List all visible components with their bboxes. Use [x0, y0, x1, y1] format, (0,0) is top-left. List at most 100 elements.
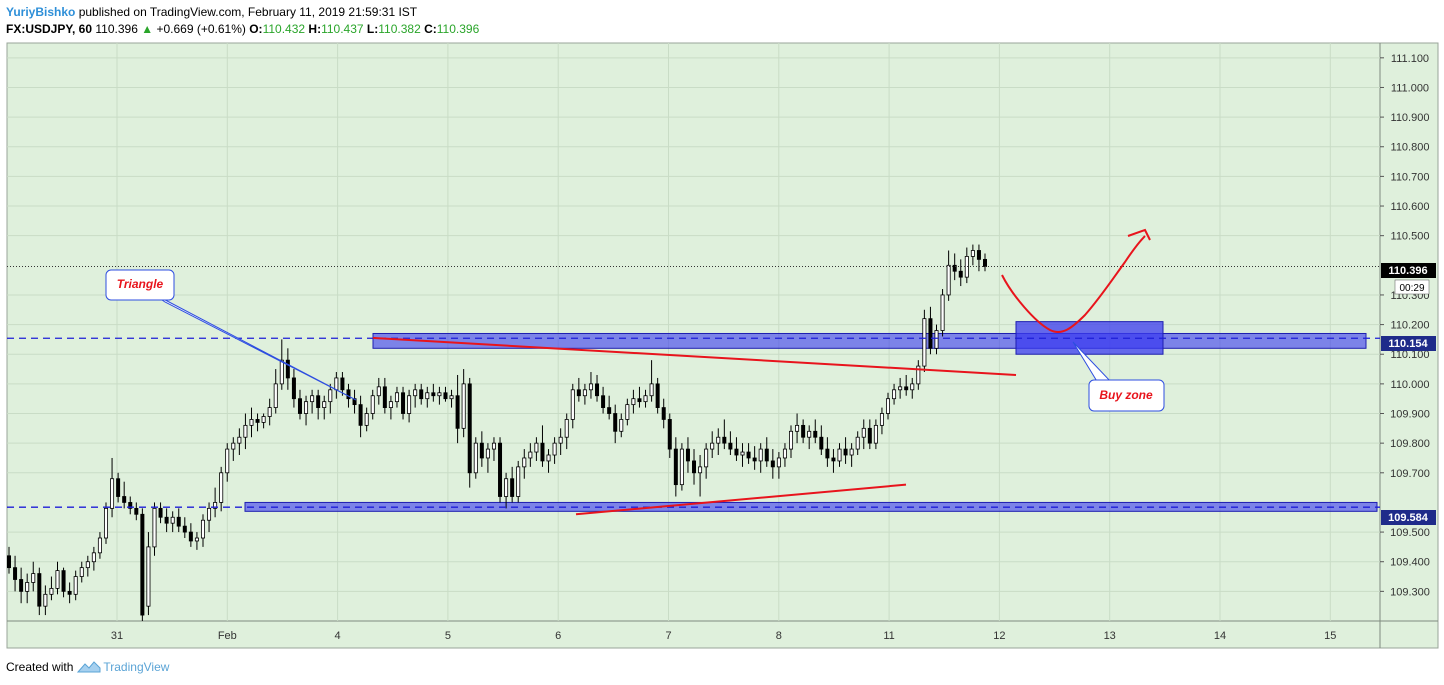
candle — [716, 428, 721, 456]
candle — [67, 582, 72, 604]
candle-body — [231, 442, 236, 450]
candle-body — [855, 436, 860, 450]
candle — [200, 514, 205, 547]
candle — [25, 573, 30, 604]
y-tick-label: 109.300 — [1390, 586, 1430, 598]
candle-body — [73, 576, 78, 595]
candle — [285, 348, 290, 390]
candle — [297, 389, 302, 420]
buy-zone-callout[interactable]: Buy zone — [1072, 341, 1165, 412]
candle-body — [946, 264, 951, 296]
candle-body — [746, 451, 751, 459]
buy-zone-annotation: Buy zone — [1099, 388, 1153, 402]
triangle-callout-box — [105, 269, 175, 301]
candle-body — [637, 398, 642, 403]
candle — [795, 413, 800, 444]
candle-body — [558, 436, 563, 444]
candle — [176, 508, 181, 533]
candle-body — [685, 448, 690, 462]
candle-body — [449, 395, 454, 400]
candle-body — [546, 454, 551, 462]
close-value: 110.396 — [436, 22, 480, 36]
candle — [886, 392, 891, 420]
candle-body — [879, 413, 884, 426]
candle-body — [849, 448, 854, 456]
change-value: +0.669 (+0.61%) — [156, 22, 246, 36]
countdown-value: 00:29 — [1399, 283, 1424, 294]
candle-body — [704, 448, 709, 468]
candle-body — [279, 359, 284, 385]
candle — [158, 502, 163, 524]
candle-body — [122, 496, 127, 503]
candle — [431, 383, 436, 402]
candle — [637, 386, 642, 408]
candle-body — [31, 573, 36, 583]
candle-body — [716, 436, 721, 444]
candle — [692, 449, 697, 485]
tradingview-brand[interactable]: TradingView — [103, 660, 170, 674]
candle-body — [770, 460, 775, 468]
candle-body — [328, 389, 333, 403]
candle-body — [928, 318, 933, 349]
candle-body — [776, 457, 781, 468]
candle — [698, 455, 703, 497]
candle-body — [643, 395, 648, 403]
x-tick-label: 6 — [555, 630, 561, 642]
candle — [140, 508, 145, 621]
candle — [207, 502, 212, 533]
candle — [461, 369, 466, 438]
candle-body — [625, 404, 630, 420]
change-arrow-icon: ▲ — [141, 22, 154, 36]
candle — [892, 383, 897, 405]
candle — [758, 443, 763, 473]
candle — [498, 437, 503, 503]
y-tick-label: 110.600 — [1391, 201, 1430, 213]
support-price-label: 109.584 — [1381, 510, 1436, 525]
candle-body — [958, 270, 963, 278]
candle-body — [152, 507, 157, 548]
candle-body — [322, 401, 327, 408]
trendline-upper — [372, 336, 1017, 376]
candle-body — [188, 531, 193, 542]
candle-body — [467, 383, 472, 474]
candle — [134, 502, 139, 521]
candle-body — [401, 392, 406, 414]
triangle-callout[interactable]: Triangle — [105, 269, 357, 401]
candle — [449, 389, 454, 408]
open-label: O: — [249, 22, 263, 36]
price-scale: 111.100 111.000 110.900 110.800 110.700 110.6… — [1380, 53, 1430, 598]
y-tick-label: 110.500 — [1391, 231, 1430, 243]
candle-body — [934, 330, 939, 349]
candle — [807, 425, 812, 450]
candle — [249, 407, 254, 438]
candle — [710, 431, 715, 458]
candle-body — [310, 395, 315, 403]
candle — [485, 443, 490, 473]
candle — [328, 383, 333, 414]
candle-body — [285, 359, 290, 379]
candle — [322, 395, 327, 420]
publish-line: YuriyBishko published on TradingView.com… — [6, 5, 417, 19]
candle — [273, 369, 278, 414]
candle-body — [861, 427, 866, 438]
candle-body — [679, 448, 684, 486]
author-link[interactable]: YuriyBishko — [6, 5, 76, 19]
candle — [667, 413, 672, 458]
tradingview-logo-icon — [77, 661, 101, 673]
resistance-price-value: 110.154 — [1388, 338, 1428, 350]
candle — [279, 339, 284, 390]
candle-body — [291, 377, 296, 400]
candle-body — [825, 448, 830, 459]
candle-body — [692, 460, 697, 474]
candle-body — [437, 392, 442, 397]
candle — [819, 425, 824, 456]
footer: Created with TradingView — [6, 659, 169, 675]
candle — [570, 383, 575, 429]
candle — [382, 377, 387, 414]
close-label: C: — [424, 22, 437, 36]
candle-body — [510, 478, 515, 497]
published-text: published on TradingView.com, February 1… — [78, 5, 418, 19]
candle — [673, 437, 678, 497]
candle-body — [485, 448, 490, 459]
